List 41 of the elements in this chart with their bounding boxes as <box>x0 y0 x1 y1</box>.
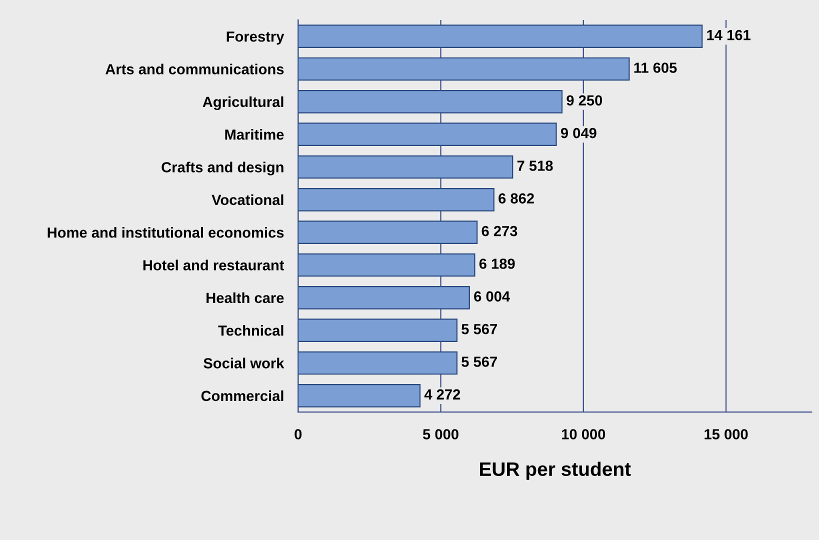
bar <box>298 57 630 81</box>
bar <box>298 90 563 114</box>
bar <box>298 155 514 179</box>
data-label: 9 049 <box>560 128 596 138</box>
y-tick-label: Social work <box>204 358 284 368</box>
bar <box>298 286 470 310</box>
data-label: 7 518 <box>517 160 553 171</box>
bar <box>298 318 458 342</box>
data-label: 6 862 <box>498 193 534 204</box>
bar <box>298 188 494 212</box>
x-tick-label: 10 000 <box>562 429 606 440</box>
data-label: 14 161 <box>707 30 750 40</box>
data-label: 5 567 <box>462 324 497 334</box>
x-tick-label: 5 000 <box>422 429 458 440</box>
data-label: 4 272 <box>424 389 460 400</box>
bar <box>298 24 703 48</box>
y-tick-label: Hotel and restaurant <box>143 260 284 270</box>
x-tick-label: 15 000 <box>704 429 748 440</box>
y-tick-label: Commercial <box>201 390 284 402</box>
y-tick-label: Agricultural <box>202 96 284 110</box>
y-tick-label: Crafts and design <box>162 162 284 176</box>
y-tick-label: Forestry <box>226 32 284 45</box>
data-label: 5 567 <box>462 356 497 367</box>
bar <box>298 122 557 146</box>
y-tick-label: Vocational <box>212 194 284 206</box>
y-tick-label: Arts and communications <box>106 64 284 74</box>
data-label: 11 605 <box>634 62 677 73</box>
data-label: 6 189 <box>479 258 515 269</box>
bar <box>298 220 478 244</box>
x-tick-label: 0 <box>294 429 302 440</box>
x-axis-title: EUR per student <box>480 462 631 480</box>
data-label: 6 004 <box>474 291 510 302</box>
data-label: 6 273 <box>482 226 518 236</box>
y-tick-label: Health care <box>206 292 284 304</box>
data-label: 9 250 <box>566 95 602 106</box>
bar <box>298 253 476 277</box>
bar <box>298 384 421 408</box>
y-tick-label: Home and institutional economics <box>48 227 284 238</box>
bar <box>298 351 458 375</box>
y-tick-label: Technical <box>218 325 284 336</box>
y-tick-label: Maritime <box>225 129 284 140</box>
